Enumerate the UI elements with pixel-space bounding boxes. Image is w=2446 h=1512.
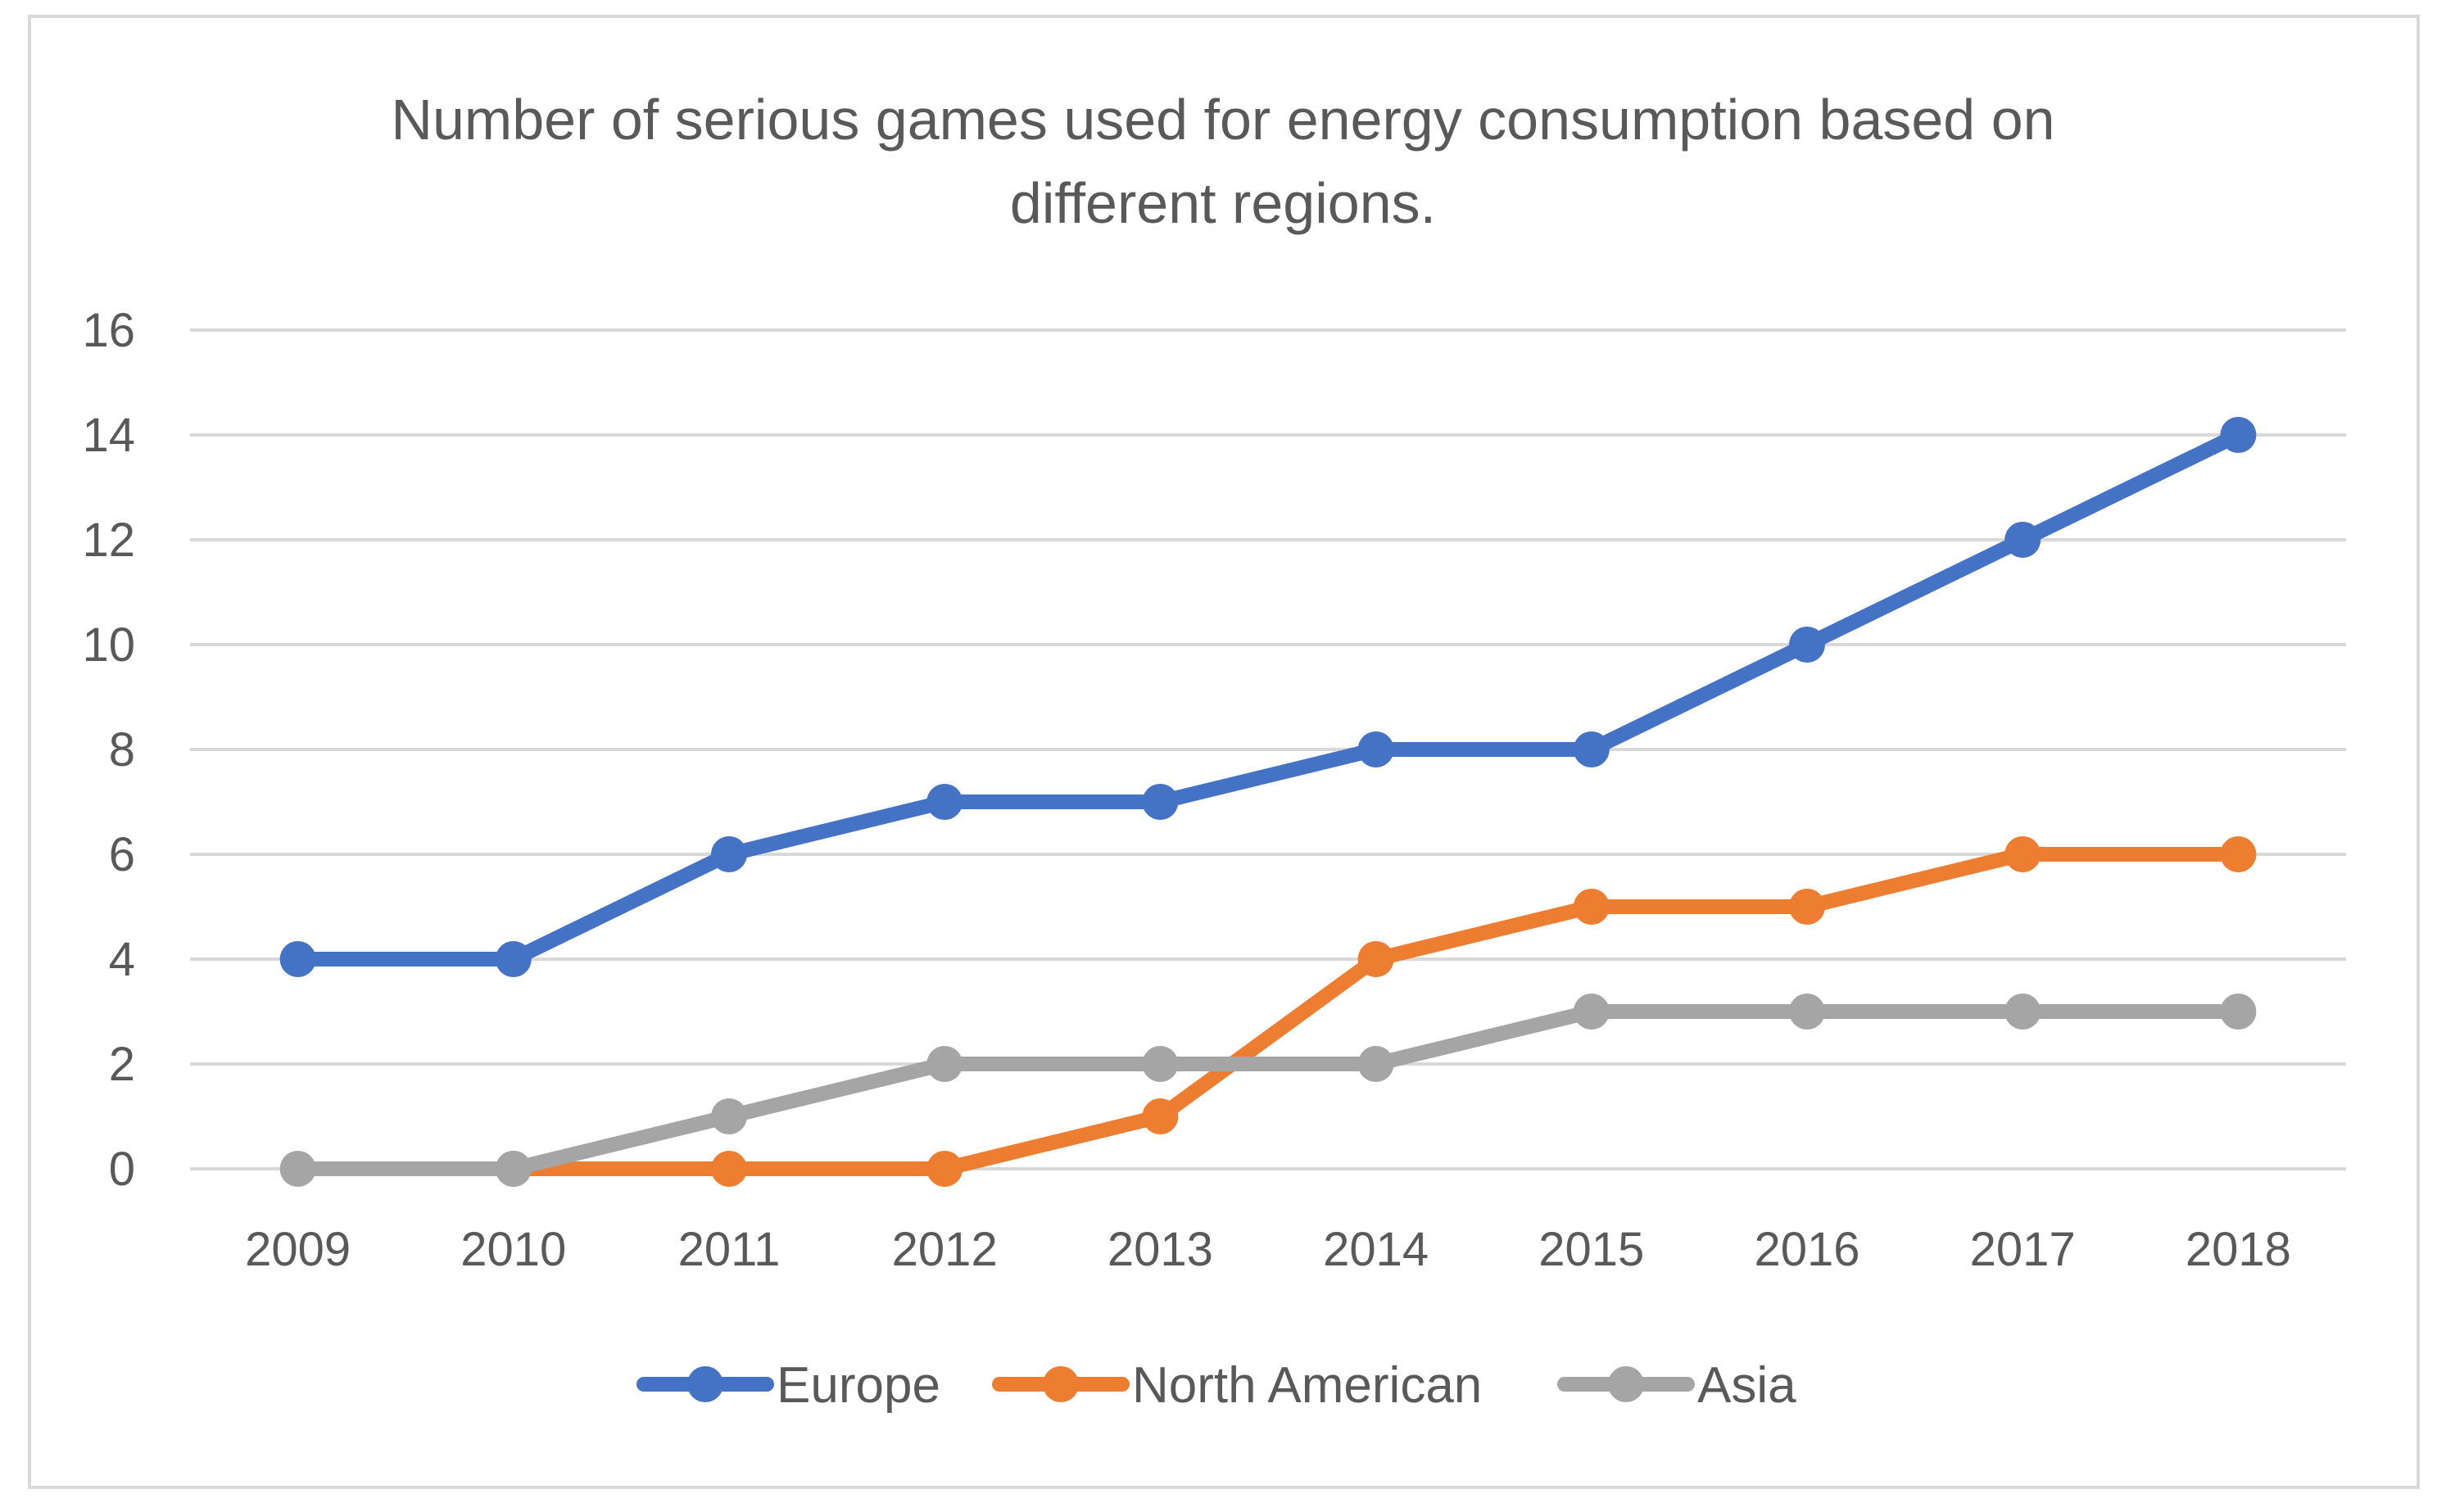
point-north-american-2014 bbox=[1357, 941, 1394, 977]
legend-marker-north-american bbox=[1043, 1366, 1079, 1402]
x-tick-label-2018: 2018 bbox=[2186, 1223, 2291, 1276]
point-north-american-2016 bbox=[1789, 889, 1825, 925]
series-asia bbox=[279, 994, 2257, 1187]
point-asia-2016 bbox=[1789, 994, 1825, 1030]
point-asia-2018 bbox=[2220, 994, 2257, 1030]
y-tick-label-4: 4 bbox=[109, 933, 135, 986]
y-tick-label-0: 0 bbox=[109, 1143, 135, 1196]
x-tick-label-2016: 2016 bbox=[1754, 1223, 1859, 1276]
chart-title-line-1: Number of serious games used for energy … bbox=[391, 88, 2054, 152]
y-tick-label-12: 12 bbox=[82, 514, 135, 567]
x-tick-label-2013: 2013 bbox=[1107, 1223, 1213, 1276]
legend-marker-asia bbox=[1608, 1366, 1644, 1402]
point-asia-2013 bbox=[1142, 1046, 1179, 1082]
legend-item-europe: Europe bbox=[636, 1357, 940, 1414]
point-north-american-2012 bbox=[926, 1151, 963, 1187]
x-tick-label-2015: 2015 bbox=[1538, 1223, 1644, 1276]
point-europe-2012 bbox=[926, 784, 963, 820]
series-north-american bbox=[495, 836, 2257, 1187]
y-axis-tick-labels: 0 2 4 6 8 10 12 14 16 bbox=[82, 304, 135, 1196]
point-europe-2013 bbox=[1142, 784, 1179, 820]
legend-label-asia: Asia bbox=[1697, 1357, 1796, 1414]
point-europe-2017 bbox=[2004, 522, 2041, 558]
point-north-american-2018 bbox=[2220, 836, 2257, 872]
legend-item-asia: Asia bbox=[1557, 1357, 1796, 1414]
chart-frame bbox=[28, 15, 2420, 1489]
point-europe-2016 bbox=[1789, 627, 1825, 663]
x-axis-tick-labels: 2009 2010 2011 2012 2013 2014 2015 2016 2017 2018 bbox=[245, 1223, 2291, 1276]
y-tick-label-8: 8 bbox=[109, 723, 135, 776]
point-asia-2012 bbox=[926, 1046, 963, 1082]
y-tick-label-16: 16 bbox=[82, 304, 135, 357]
y-tick-label-14: 14 bbox=[82, 409, 135, 462]
point-asia-2009 bbox=[279, 1151, 316, 1187]
point-europe-2014 bbox=[1357, 731, 1394, 767]
point-europe-2010 bbox=[495, 941, 532, 977]
point-north-american-2017 bbox=[2004, 836, 2041, 872]
x-tick-label-2014: 2014 bbox=[1323, 1223, 1429, 1276]
chart-title-line-2: different regions. bbox=[1010, 171, 1436, 235]
point-asia-2014 bbox=[1357, 1046, 1394, 1082]
point-north-american-2015 bbox=[1573, 889, 1610, 925]
point-europe-2009 bbox=[279, 941, 316, 977]
point-asia-2017 bbox=[2004, 994, 2041, 1030]
legend-item-north-american: North American bbox=[992, 1357, 1482, 1414]
x-tick-label-2012: 2012 bbox=[892, 1223, 998, 1276]
line-asia bbox=[290, 1004, 2246, 1176]
point-north-american-2011 bbox=[711, 1151, 747, 1187]
legend-label-north-american: North American bbox=[1132, 1357, 1482, 1414]
legend-marker-europe bbox=[687, 1366, 723, 1402]
point-north-american-2013 bbox=[1142, 1098, 1179, 1134]
x-tick-label-2009: 2009 bbox=[245, 1223, 351, 1276]
series-lines bbox=[279, 417, 2257, 1187]
point-asia-2011 bbox=[711, 1098, 747, 1134]
point-asia-2015 bbox=[1573, 994, 1610, 1030]
y-tick-label-6: 6 bbox=[109, 828, 135, 881]
legend: Europe North American Asia bbox=[636, 1357, 1796, 1414]
y-tick-label-10: 10 bbox=[82, 618, 135, 672]
point-europe-2018 bbox=[2220, 417, 2257, 453]
point-asia-2010 bbox=[495, 1151, 532, 1187]
series-europe bbox=[279, 417, 2257, 977]
x-tick-label-2011: 2011 bbox=[678, 1223, 781, 1276]
y-tick-label-2: 2 bbox=[109, 1038, 135, 1091]
line-europe bbox=[290, 428, 2246, 967]
x-tick-label-2010: 2010 bbox=[460, 1223, 566, 1276]
point-europe-2011 bbox=[711, 836, 747, 872]
point-europe-2015 bbox=[1573, 731, 1610, 767]
legend-label-europe: Europe bbox=[777, 1357, 940, 1414]
x-tick-label-2017: 2017 bbox=[1970, 1223, 2076, 1276]
